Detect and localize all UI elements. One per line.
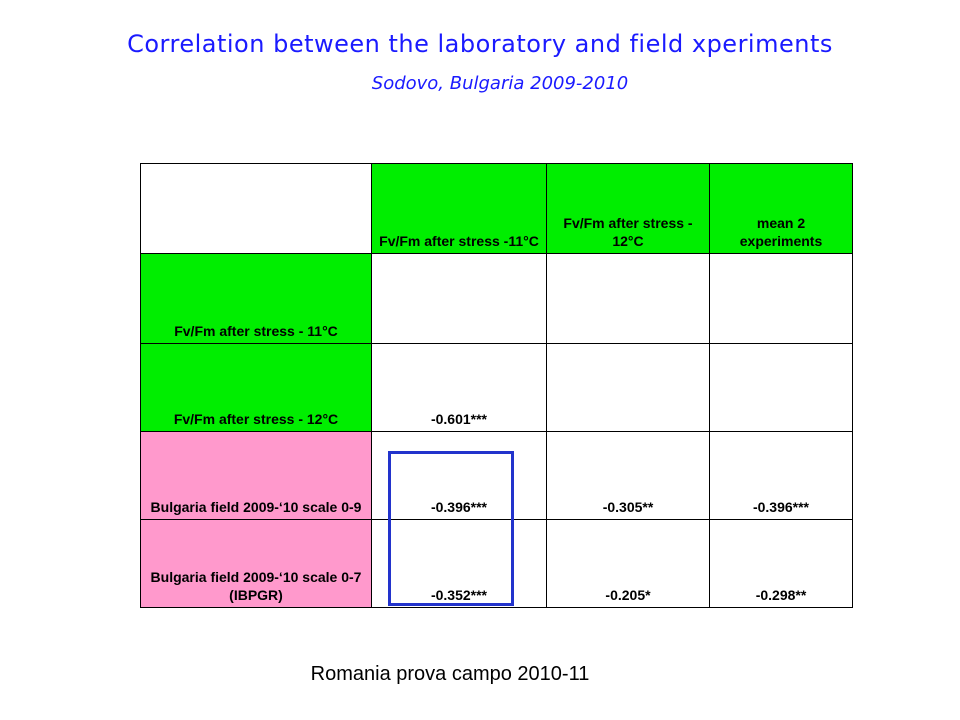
cell-value: -0.396***: [752, 499, 810, 515]
row-header-label: Bulgaria field 2009-‘10 scale 0-9: [150, 499, 362, 515]
table-row: Bulgaria field 2009-‘10 scale 0-7 (IBPGR…: [140, 519, 853, 608]
table-cell: -0.396***: [371, 431, 547, 520]
header-row: Fv/Fm after stress -11°C Fv/Fm after str…: [140, 163, 853, 254]
table-cell: [546, 253, 710, 344]
cell-value: -0.205*: [605, 587, 651, 603]
table-cell: -0.601***: [371, 343, 547, 432]
cell-value: -0.601***: [430, 411, 488, 427]
col-header-label: mean 2 experiments: [739, 215, 823, 249]
table-cell: -0.205*: [546, 519, 710, 608]
col-header-label: Fv/Fm after stress -11°C: [379, 233, 539, 249]
correlation-table: Fv/Fm after stress -11°C Fv/Fm after str…: [140, 163, 853, 608]
cell-value: -0.305**: [602, 499, 654, 515]
col-header-fvfm-12: Fv/Fm after stress - 12°C: [546, 163, 710, 254]
row-header-label: Bulgaria field 2009-‘10 scale 0-7 (IBPGR…: [150, 569, 362, 603]
corner-cell: [140, 163, 372, 254]
cell-value: -0.396***: [430, 499, 488, 515]
table-cell: [709, 253, 853, 344]
row-header-label: Fv/Fm after stress - 12°C: [173, 411, 339, 427]
cell-value: -0.352***: [430, 587, 488, 603]
table-cell: [371, 253, 547, 344]
row-header-fvfm-11: Fv/Fm after stress - 11°C: [140, 253, 372, 344]
row-header-field-0-7: Bulgaria field 2009-‘10 scale 0-7 (IBPGR…: [140, 519, 372, 608]
col-header-label: Fv/Fm after stress - 12°C: [563, 215, 693, 249]
table-row: Fv/Fm after stress - 12°C -0.601***: [140, 343, 853, 432]
table-cell: [709, 343, 853, 432]
col-header-mean: mean 2 experiments: [709, 163, 853, 254]
highlight-box: [388, 451, 514, 606]
table-cell: -0.396***: [709, 431, 853, 520]
slide-subtitle: Sodovo, Bulgaria 2009-2010: [371, 73, 629, 94]
table-row: Fv/Fm after stress - 11°C: [140, 253, 853, 344]
col-header-fvfm-11: Fv/Fm after stress -11°C: [371, 163, 547, 254]
table-cell: [546, 343, 710, 432]
table-cell: -0.352***: [371, 519, 547, 608]
row-header-field-0-9: Bulgaria field 2009-‘10 scale 0-9: [140, 431, 372, 520]
table-row: Bulgaria field 2009-‘10 scale 0-9 -0.396…: [140, 431, 853, 520]
cell-value: -0.298**: [755, 587, 807, 603]
table-cell: -0.305**: [546, 431, 710, 520]
row-header-fvfm-12: Fv/Fm after stress - 12°C: [140, 343, 372, 432]
slide-title: Correlation between the laboratory and f…: [127, 30, 833, 58]
row-header-label: Fv/Fm after stress - 11°C: [174, 323, 338, 339]
table-cell: -0.298**: [709, 519, 853, 608]
footer-caption: Romania prova campo 2010-11: [310, 663, 590, 685]
